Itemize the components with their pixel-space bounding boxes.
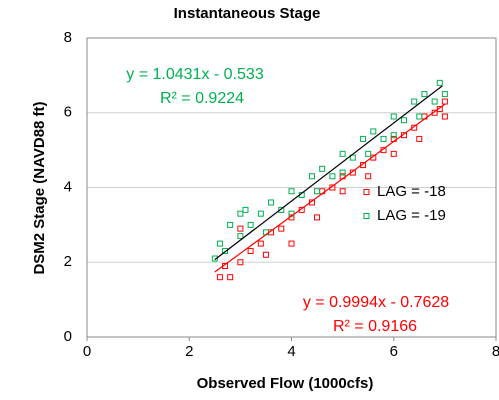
trendline: [214, 103, 446, 273]
y-tick-label: 6: [64, 104, 72, 121]
point: [329, 173, 336, 180]
point: [441, 113, 448, 120]
point: [390, 132, 397, 139]
point: [390, 113, 397, 120]
point: [365, 150, 372, 157]
x-tick-label: 8: [492, 343, 499, 360]
legend-marker: [363, 189, 370, 195]
series: [216, 98, 448, 281]
point: [319, 165, 326, 172]
y-tick-label: 0: [64, 328, 72, 345]
point: [216, 240, 223, 247]
point: [436, 79, 443, 86]
point: [242, 206, 249, 213]
point: [278, 206, 285, 213]
point: [390, 150, 397, 157]
point: [339, 188, 346, 195]
y-tick-label: 2: [64, 253, 72, 270]
point: [227, 274, 234, 281]
annotation: R² = 0.9166: [333, 318, 417, 335]
point: [227, 221, 234, 228]
point: [416, 113, 423, 120]
trendline: [214, 85, 443, 261]
point: [314, 214, 321, 221]
x-tick-label: 0: [83, 343, 91, 360]
x-tick-label: 2: [185, 343, 193, 360]
legend-label: LAG = -18: [377, 183, 446, 200]
point: [380, 135, 387, 142]
point: [339, 169, 346, 176]
point: [262, 251, 269, 258]
point: [370, 128, 377, 135]
point: [416, 135, 423, 142]
point: [216, 274, 223, 281]
y-tick-label: 8: [64, 29, 72, 46]
point: [441, 91, 448, 98]
point: [365, 173, 372, 180]
point: [237, 210, 244, 217]
point: [431, 98, 438, 105]
point: [308, 173, 315, 180]
annotation: y = 0.9994x - 0.7628: [303, 294, 449, 311]
legend-marker: [363, 213, 370, 219]
plot-frame: [86, 37, 497, 338]
point: [257, 210, 264, 217]
point: [314, 188, 321, 195]
y-tick-label: 4: [64, 178, 72, 195]
point: [441, 98, 448, 105]
point: [349, 154, 356, 161]
y-axis-label: DSM2 Stage (NAVD88 ft): [31, 101, 48, 274]
point: [278, 225, 285, 232]
point: [257, 240, 264, 247]
annotation: y = 1.0431x - 0.533: [126, 66, 264, 83]
x-axis-label: Observed Flow (1000cfs): [197, 375, 374, 392]
point: [237, 259, 244, 266]
point: [288, 240, 295, 247]
point: [268, 199, 275, 206]
point: [211, 255, 218, 262]
chart-title: Instantaneous Stage: [174, 5, 321, 22]
x-tick-label: 6: [390, 343, 398, 360]
point: [237, 225, 244, 232]
point: [247, 248, 254, 255]
point: [288, 188, 295, 195]
point: [421, 91, 428, 98]
point: [237, 233, 244, 240]
x-tick-label: 4: [287, 343, 295, 360]
point: [400, 117, 407, 124]
point: [222, 248, 229, 255]
point: [247, 221, 254, 228]
point: [360, 135, 367, 142]
point: [411, 98, 418, 105]
annotation: R² = 0.9224: [160, 90, 244, 107]
point: [339, 150, 346, 157]
legend-label: LAG = -19: [377, 207, 446, 224]
